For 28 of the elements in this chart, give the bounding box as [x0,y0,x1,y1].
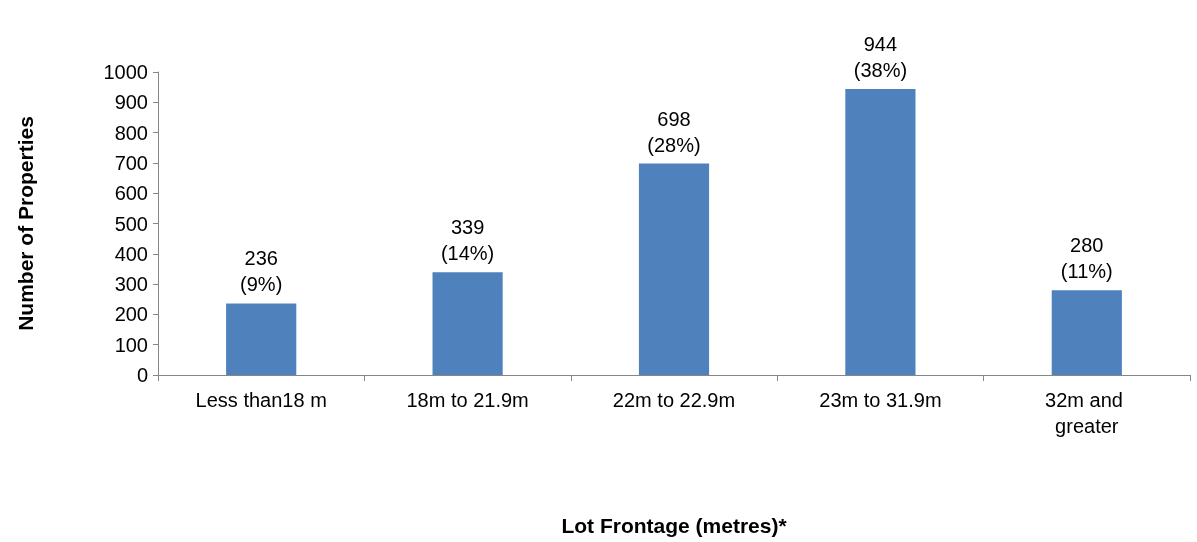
bar [226,303,297,375]
data-label: 944 (38%) [853,32,908,81]
y-tick-label: 500 [114,212,148,235]
x-tick-label: 32m and greater [1045,389,1129,437]
y-tick-label: 100 [114,333,148,356]
y-tick-label: 300 [114,273,148,296]
y-tick-label: 1000 [103,61,148,83]
data-label: 280 (11%) [1060,234,1113,283]
y-tick-label: 700 [114,151,148,174]
y-tick-label: 400 [114,242,148,265]
x-axis-title: Lot Frontage (metres)* [561,514,788,537]
x-tick-label: Less than18 m [195,389,327,411]
bar [638,163,710,375]
x-tick-label: 22m to 22.9m [612,389,736,411]
x-tick-label: 18m to 21.9m [406,389,529,411]
bar [845,88,916,375]
data-label: 698 (28%) [647,107,701,156]
bar [432,272,503,375]
y-tick-label: 200 [114,303,148,326]
y-tick-label: 600 [114,182,148,205]
bar [1051,290,1122,375]
y-axis-title: Number of Properties [14,116,37,331]
x-tick-label: 23m to 31.9m [819,389,942,411]
data-label: 236 (9%) [240,247,283,296]
y-tick-label: 0 [136,364,148,386]
y-tick-label: 900 [114,91,148,114]
y-tick-label: 800 [114,121,148,144]
data-label: 339 (14%) [440,216,495,265]
